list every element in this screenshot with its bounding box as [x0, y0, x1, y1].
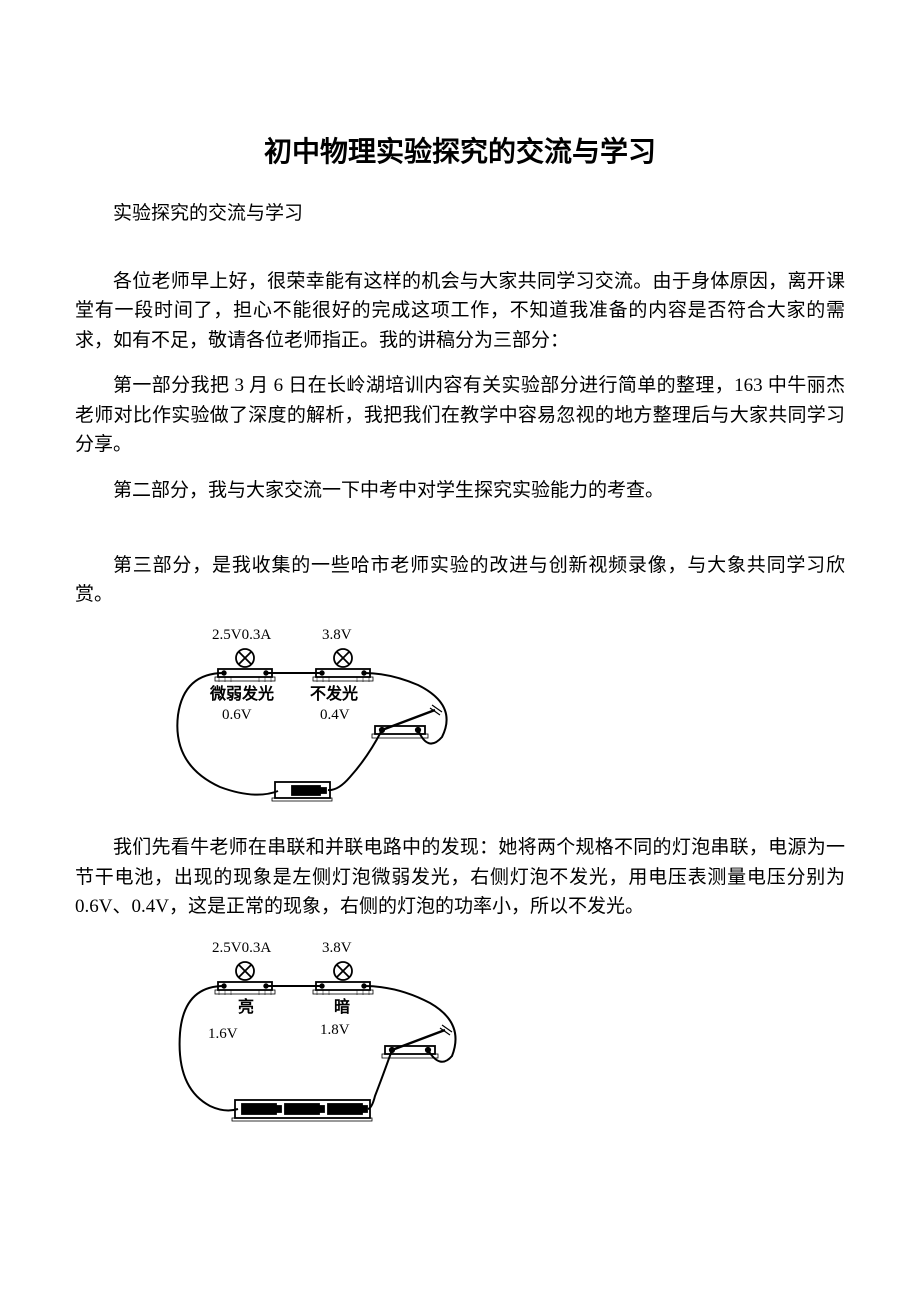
voltage-left-label: 0.6V [222, 707, 252, 723]
bulb-left-state-label: 微弱发光 [209, 684, 274, 703]
paragraph-2: 第一部分我把 3 月 6 日在长岭湖培训内容有关实验部分进行简单的整理，163 … [75, 371, 845, 459]
paragraph-part2: 第二部分，我与大家交流一下中考中对学生探究实验能力的考查。 [75, 476, 845, 505]
voltage-right-label-2: 1.8V [320, 1022, 350, 1038]
bulb-right-state-label-2: 暗 [334, 997, 350, 1016]
bulb-left-spec-label-2: 2.5V0.3A [212, 940, 271, 956]
paragraph-4: 我们先看牛老师在串联和并联电路中的发现：她将两个规格不同的灯泡串联，电源为一节干… [75, 833, 845, 921]
bulb-left-spec-label: 2.5V0.3A [212, 627, 271, 643]
circuit-diagram-2: 2.5V0.3A 3.8V [160, 938, 845, 1138]
paragraph-1: 各位老师早上好，很荣幸能有这样的机会与大家共同学习交流。由于身体原因，离开课堂有… [75, 267, 845, 355]
paragraph-3: 第三部分，是我收集的一些哈市老师实验的改进与创新视频录像，与大象共同学习欣赏。 [75, 551, 845, 610]
voltage-right-label: 0.4V [320, 707, 350, 723]
bulb-right-spec-label: 3.8V [322, 627, 352, 643]
subtitle: 实验探究的交流与学习 [75, 198, 845, 225]
bulb-left-state-label-2: 亮 [238, 997, 254, 1016]
bulb-right-state-label: 不发光 [310, 684, 358, 703]
page-title: 初中物理实验探究的交流与学习 [75, 130, 845, 170]
bulb-right-spec-label-2: 3.8V [322, 940, 352, 956]
voltage-left-label-2: 1.6V [208, 1026, 238, 1042]
circuit-diagram-1: 2.5V0.3A 3.8V [160, 625, 845, 815]
paragraph-part2b [75, 505, 845, 534]
